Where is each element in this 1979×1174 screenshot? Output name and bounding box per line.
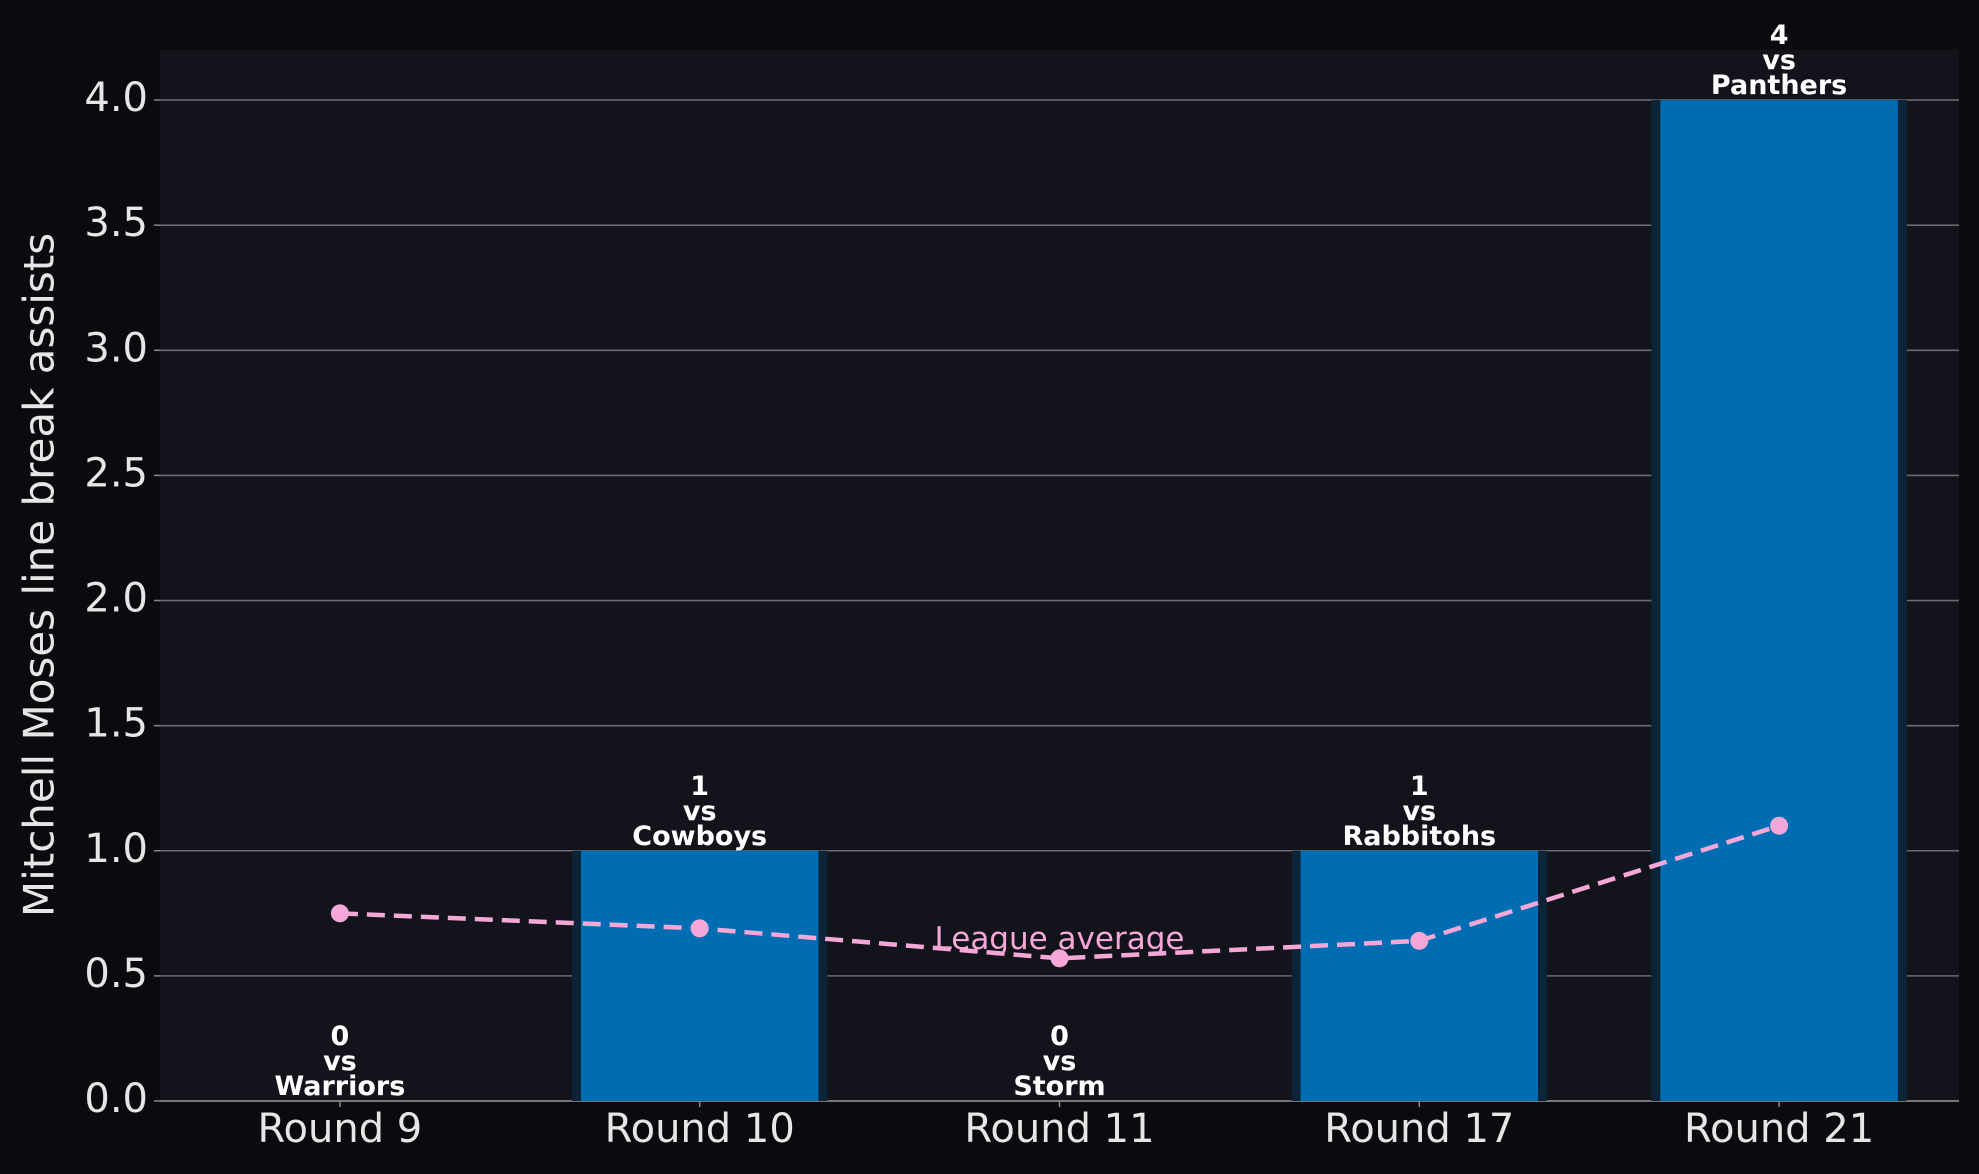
y-tick-label: 1.5 [84,701,148,747]
x-tick-label: Round 11 [964,1106,1154,1152]
bar [580,850,819,1101]
y-tick-label: 0.0 [84,1076,148,1122]
x-tick-label: Round 21 [1684,1106,1874,1152]
bar [1660,100,1898,1102]
value-label: 4 vs Panthers [1711,20,1847,101]
y-tick-label: 1.0 [84,826,148,872]
series-point [1050,949,1069,968]
y-tick-label: 0.5 [84,951,148,997]
value-label: 0 vs Warriors [274,1021,405,1102]
value-label: 0 vs Storm [1013,1021,1105,1102]
y-tick-label: 2.5 [84,450,148,496]
y-tick-label: 3.0 [84,325,148,371]
y-tick-label: 4.0 [84,75,148,121]
x-tick-label: Round 10 [605,1106,795,1152]
x-tick-label: Round 17 [1324,1106,1514,1152]
y-tick-label: 3.5 [84,200,148,246]
y-axis-label: Mitchell Moses line break assists [15,233,64,917]
series-point [1770,816,1789,835]
y-tick-label: 2.0 [84,576,148,622]
bar [1300,850,1539,1101]
x-tick-label: Round 9 [258,1106,423,1152]
value-label: 1 vs Rabbitohs [1342,770,1496,851]
series-point [330,904,349,923]
series-point [1410,931,1429,950]
value-label: 1 vs Cowboys [632,770,767,851]
series-point [690,919,709,938]
series-label: League average [935,921,1185,957]
